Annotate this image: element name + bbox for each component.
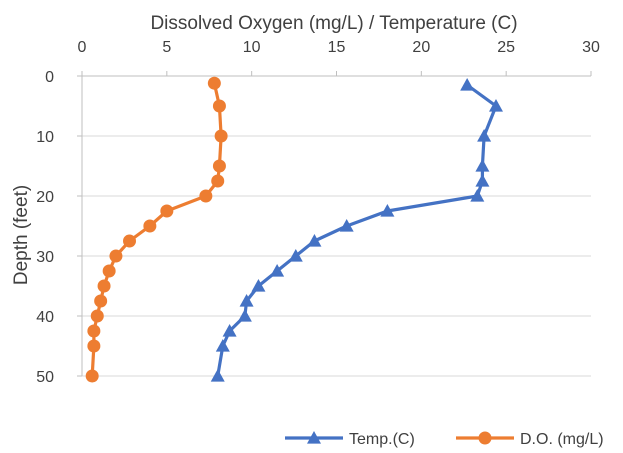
y-tick-label: 10 bbox=[36, 129, 54, 146]
data-point bbox=[109, 249, 123, 263]
y-tick-label: 0 bbox=[45, 69, 54, 86]
data-point bbox=[199, 189, 213, 203]
data-point bbox=[90, 309, 104, 323]
data-point bbox=[270, 264, 285, 277]
data-point bbox=[237, 309, 252, 322]
data-point bbox=[215, 339, 230, 352]
x-tick-label: 0 bbox=[78, 39, 87, 56]
y-tick-label: 30 bbox=[36, 249, 54, 266]
y-tick-label: 20 bbox=[36, 189, 54, 206]
data-point bbox=[94, 294, 108, 308]
series-triangle bbox=[210, 78, 503, 382]
data-point bbox=[251, 279, 266, 292]
data-point bbox=[211, 174, 225, 188]
x-tick-label: 10 bbox=[243, 39, 261, 56]
data-point bbox=[214, 129, 228, 143]
y-tick-label: 40 bbox=[36, 309, 54, 326]
data-point bbox=[97, 279, 111, 293]
data-point bbox=[207, 76, 221, 90]
data-point bbox=[288, 249, 303, 262]
legend-item: D.O. (mg/L) bbox=[456, 431, 604, 448]
data-point bbox=[222, 324, 237, 337]
data-point bbox=[339, 219, 354, 232]
legend-label: Temp.(C) bbox=[349, 431, 415, 448]
y-axis-title: Depth (feet) bbox=[11, 185, 32, 285]
data-point bbox=[470, 189, 485, 202]
data-point bbox=[488, 99, 503, 112]
y-tick-label: 50 bbox=[36, 369, 54, 386]
x-tick-label: 25 bbox=[497, 39, 515, 56]
data-point bbox=[239, 294, 254, 307]
x-tick-label: 5 bbox=[162, 39, 171, 56]
series-layer bbox=[85, 76, 503, 383]
data-point bbox=[87, 339, 101, 353]
data-point bbox=[87, 324, 101, 338]
axes: 0 5 10 15 20 25 30 0 10 20 30 40 50 bbox=[36, 39, 600, 386]
data-point bbox=[102, 264, 116, 278]
data-point bbox=[212, 159, 226, 173]
data-point bbox=[85, 369, 99, 383]
data-point bbox=[475, 159, 490, 172]
data-point bbox=[212, 99, 226, 113]
data-point bbox=[380, 204, 395, 217]
x-tick-label: 20 bbox=[412, 39, 430, 56]
x-tick-label: 30 bbox=[582, 39, 600, 56]
series-line bbox=[90, 82, 223, 377]
series-circle bbox=[85, 76, 228, 383]
data-point bbox=[477, 129, 492, 142]
legend-marker bbox=[478, 431, 492, 445]
legend-item: Temp.(C) bbox=[285, 431, 415, 448]
legend-label: D.O. (mg/L) bbox=[520, 431, 604, 448]
data-point bbox=[307, 234, 322, 247]
legend: Temp.(C) D.O. (mg/L) bbox=[285, 431, 604, 448]
gridlines bbox=[82, 135, 591, 377]
data-point bbox=[460, 78, 475, 91]
data-point bbox=[210, 369, 225, 382]
data-point bbox=[475, 174, 490, 187]
data-point bbox=[160, 204, 174, 218]
series-line bbox=[216, 83, 498, 377]
data-point bbox=[123, 234, 137, 248]
data-point bbox=[143, 219, 157, 233]
x-axis-title: Dissolved Oxygen (mg/L) / Temperature (C… bbox=[150, 13, 517, 34]
legend-marker bbox=[307, 431, 321, 444]
x-tick-label: 15 bbox=[328, 39, 346, 56]
